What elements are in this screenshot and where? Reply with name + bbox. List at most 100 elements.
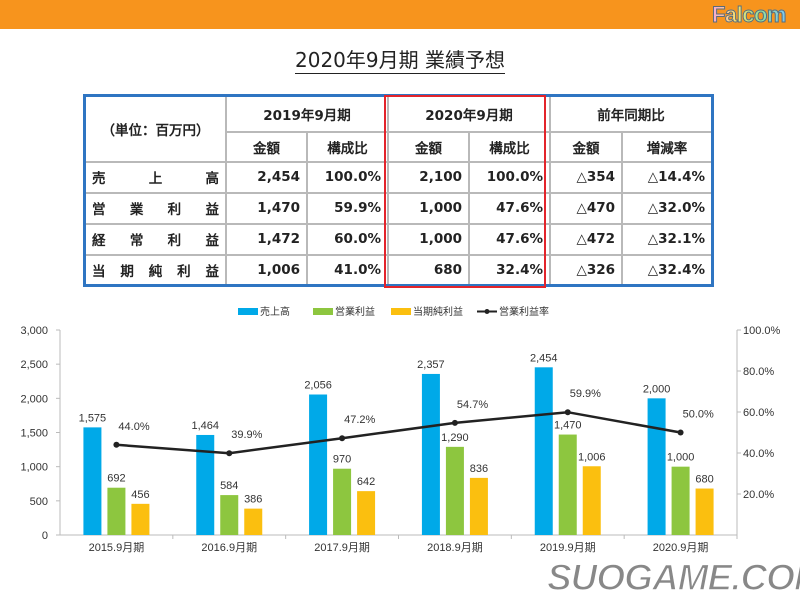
y-tick-label: 2,500 [20, 359, 48, 371]
line-point [564, 409, 571, 416]
line-label: 54.7% [457, 399, 488, 411]
legend-label: 営業利益率 [499, 305, 549, 318]
bar-1 [445, 446, 464, 535]
y-tick-label: 3,000 [20, 325, 48, 337]
line-point [226, 450, 233, 457]
subheader-row: 金額 構成比 金額 構成比 金額 増減率 [85, 130, 714, 163]
x-tick-label: 2019.9月期 [540, 541, 596, 554]
bar-0 [309, 394, 328, 535]
bar-label: 680 [695, 474, 713, 486]
row-label-char: 売 [92, 171, 106, 187]
row-label: 経常利益 [83, 222, 227, 256]
row-label-char: 業 [129, 202, 144, 218]
table-cell: 47.6% [468, 222, 551, 256]
line-label: 44.0% [118, 421, 149, 433]
bar-2 [131, 503, 150, 535]
bar-label: 836 [470, 463, 488, 475]
row-label-char: 利 [167, 233, 182, 249]
legend-label: 営業利益 [335, 305, 375, 318]
x-tick-label: 2018.9月期 [427, 541, 483, 554]
y-tick-label: 500 [30, 496, 48, 508]
row-label-char: 益 [205, 233, 219, 249]
table-cell: 59.9% [306, 191, 389, 225]
table-body: 売上高 2,454 100.0% 2,100 100.0% △354 △14.4% 営業利益 1… [83, 160, 714, 287]
bar-0 [83, 427, 102, 535]
bar-0 [534, 367, 553, 535]
bar-label: 1,290 [441, 432, 469, 444]
row-label-text: 経常利益 [92, 229, 219, 249]
line-label: 39.9% [231, 429, 262, 441]
row-label-text: 当期純利益 [92, 260, 219, 280]
x-tick-label: 2020.9月期 [653, 541, 709, 554]
legend-swatch [238, 308, 258, 315]
table-cell: 47.6% [468, 191, 551, 225]
row-label-char: 上 [148, 171, 163, 187]
row-label-char: 高 [205, 171, 220, 187]
group-header: 2020年9月期 [387, 94, 551, 133]
bar-label: 970 [333, 454, 351, 466]
row-label-char: 期 [120, 263, 134, 280]
bar-label: 1,575 [79, 412, 107, 424]
watermark: SUOGAME.COM [543, 558, 800, 597]
bar-label: 386 [244, 494, 262, 506]
row-label-char: 益 [205, 263, 220, 280]
legend-swatch [391, 308, 411, 315]
bar-2 [582, 466, 601, 535]
subheader: 金額 [225, 130, 308, 163]
row-label-char: 経 [92, 233, 106, 249]
bar-2 [357, 491, 376, 535]
table-row: 経 常 利 益 1,472 60.0% 1,000 47.6% △472 △32.1% [83, 222, 714, 256]
bar-label: 1,006 [578, 451, 606, 463]
bar-1 [333, 468, 352, 535]
row-label-text: 営業利益 [92, 198, 219, 218]
table-cell: 100.0% [468, 160, 551, 194]
bar-label: 692 [107, 473, 125, 485]
row-label: 売上高 [83, 160, 227, 194]
bar-2 [244, 508, 263, 535]
y2-tick-label: 100.0% [743, 325, 781, 337]
table-row: 当期純利益 1,006 41.0% 680 32.4% △326 △32.4% [83, 253, 714, 287]
bar-1 [220, 495, 239, 535]
legend-label: 当期純利益 [413, 305, 463, 318]
y2-tick-label: 60.0% [743, 407, 774, 419]
y2-tick-label: 40.0% [743, 448, 774, 460]
bar-label: 2,357 [417, 359, 445, 371]
table-cell: 1,472 [225, 222, 308, 256]
row-label: 営業利益 [83, 191, 227, 225]
subheader: 金額 [387, 130, 470, 163]
bar-label: 456 [131, 489, 149, 501]
line-series [116, 410, 681, 455]
legend-marker [484, 309, 490, 314]
row-label: 当期純利益 [83, 253, 227, 287]
table-cell: △354 [549, 160, 623, 194]
table-cell: 2,454 [225, 160, 308, 194]
table-cell: △32.4% [621, 253, 714, 287]
bar-0 [647, 398, 666, 535]
table-cell: △14.4% [621, 160, 714, 194]
x-tick-label: 2017.9月期 [314, 541, 370, 554]
row-label-char: 益 [205, 202, 219, 218]
row-label-char: 利 [167, 202, 182, 218]
line-point [113, 441, 120, 448]
falcom-logo: Falcom [711, 2, 787, 28]
table-cell: 41.0% [306, 253, 389, 287]
y-tick-label: 0 [42, 530, 48, 542]
table-cell: 60.0% [306, 222, 389, 256]
top-banner: Falcom [0, 0, 800, 29]
table-cell: 1,000 [387, 222, 470, 256]
y-tick-label: 1,000 [20, 462, 48, 474]
subheader: 金額 [549, 130, 623, 163]
subheader: 構成比 [306, 130, 389, 163]
bar-label: 1,000 [667, 452, 695, 464]
table-cell: 1,006 [225, 253, 308, 287]
line-point [339, 435, 346, 442]
y2-tick-label: 20.0% [743, 489, 774, 501]
line-point [451, 419, 458, 426]
bar-label: 1,470 [554, 420, 582, 432]
line-point [677, 429, 684, 436]
table-cell: △32.0% [621, 191, 714, 225]
bar-1 [558, 434, 577, 535]
table-cell: 1,000 [387, 191, 470, 225]
bar-label: 2,000 [643, 383, 671, 395]
bar-label: 1,464 [191, 420, 219, 432]
